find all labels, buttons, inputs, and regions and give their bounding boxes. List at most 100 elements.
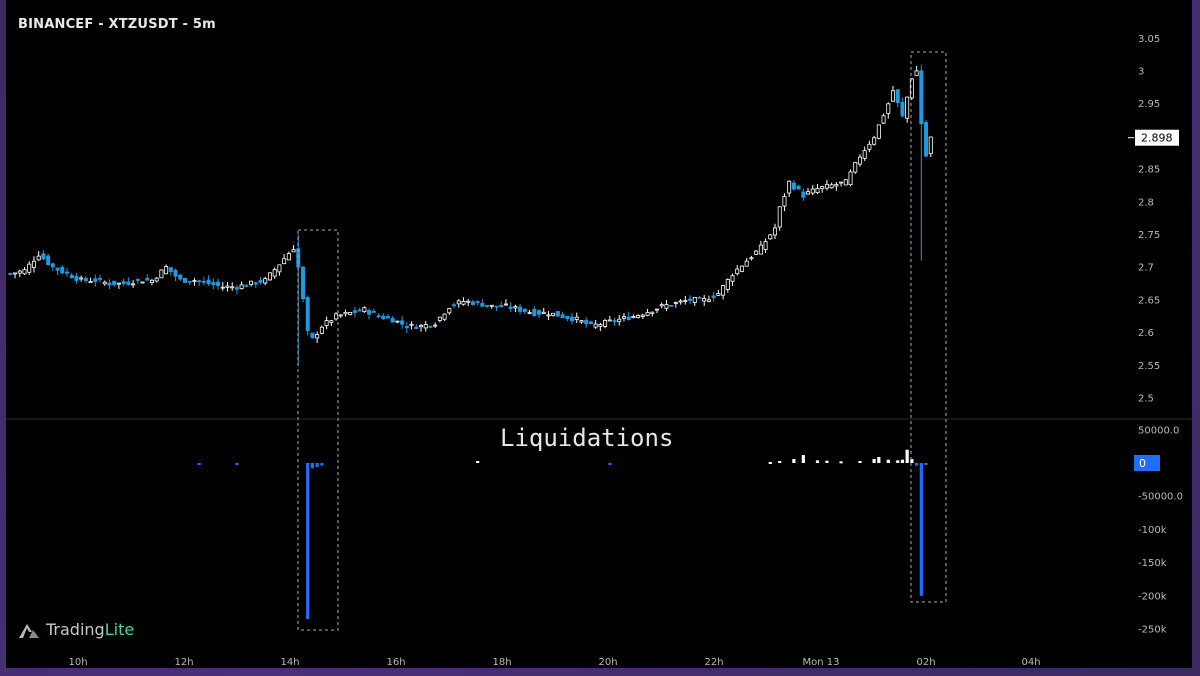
candle-body	[41, 253, 46, 260]
candle-body	[475, 301, 480, 303]
liquidation-bar	[801, 455, 805, 463]
candle-body	[494, 305, 499, 308]
candle-body	[107, 282, 112, 286]
candle-body	[338, 314, 343, 317]
liquidation-bar	[310, 463, 315, 469]
brand-name-part1: Trading	[46, 620, 105, 639]
candle-body	[168, 267, 173, 273]
time-tick-label: 18h	[492, 657, 511, 668]
candle-body	[291, 249, 296, 253]
candle-body	[225, 285, 230, 288]
candle-body	[900, 102, 905, 117]
candle-body	[739, 265, 744, 272]
candle-body	[131, 283, 136, 286]
price-tick-label: 2.85	[1138, 165, 1160, 176]
price-tick-label: 2.55	[1138, 361, 1160, 372]
time-tick-label: 20h	[598, 657, 617, 668]
candle-body	[93, 278, 98, 282]
liquidation-bar	[905, 449, 909, 463]
time-tick-label: 04h	[1021, 657, 1040, 668]
liquidation-bar	[320, 463, 324, 466]
candle-body	[409, 323, 414, 326]
liquidation-bar	[886, 459, 890, 463]
candle-body	[126, 281, 131, 285]
candle-body	[754, 250, 759, 255]
candle-body	[522, 308, 527, 313]
candle-body	[541, 311, 546, 314]
price-tick-label: 2.95	[1138, 99, 1160, 110]
chart-canvas[interactable]: 3.0532.952.92.852.82.752.72.652.62.552.5…	[6, 0, 1192, 668]
candle-body	[673, 302, 678, 304]
liquidation-bar	[792, 459, 796, 463]
liquidation-bar	[915, 463, 919, 466]
candle-body	[621, 316, 626, 319]
last-price-tag	[1135, 129, 1179, 146]
candle-body	[584, 319, 589, 325]
candle-body	[36, 255, 41, 261]
candle-body	[669, 305, 674, 307]
candle-body	[928, 136, 933, 155]
candle-body	[244, 285, 249, 287]
liquidation-bar	[877, 457, 881, 463]
price-tick-label: 2.6	[1138, 328, 1154, 339]
last-price-label: 2.898	[1141, 132, 1173, 145]
brand: Trading Lite	[18, 620, 134, 639]
candle-body	[810, 188, 815, 194]
symbol-title: BINANCEF - XTZUSDT - 5m	[18, 17, 216, 32]
candle-body	[537, 310, 542, 315]
candle-body	[758, 244, 763, 255]
candle-body	[442, 313, 447, 320]
candle-body	[664, 304, 669, 309]
candle-body	[282, 258, 287, 265]
candle-body	[749, 257, 754, 260]
liquidation-bar	[608, 463, 612, 465]
candle-body	[173, 269, 178, 277]
candle-body	[154, 277, 159, 282]
time-tick-label: 12h	[174, 657, 193, 668]
candle-body	[357, 309, 362, 312]
candle-body	[433, 324, 438, 327]
candle-body	[518, 306, 523, 312]
candle-body	[79, 277, 84, 280]
liquidation-bar	[872, 459, 876, 463]
candle-body	[216, 281, 221, 286]
candle-body	[598, 324, 603, 327]
candle-body	[423, 324, 428, 329]
candle-body	[371, 310, 376, 313]
candle-body	[513, 306, 518, 309]
candle-body	[532, 308, 537, 316]
candle-body	[74, 275, 79, 281]
candle-body	[324, 320, 329, 326]
candle-body	[626, 316, 631, 321]
candle-body	[112, 280, 117, 286]
candle-body	[909, 78, 914, 99]
candle-body	[470, 301, 475, 305]
candle-body	[579, 320, 584, 323]
liquidation-bar	[815, 460, 820, 463]
candle-body	[555, 311, 560, 317]
candle-body	[891, 90, 896, 102]
candle-body	[570, 316, 575, 322]
liquidation-bar	[306, 463, 310, 620]
candle-body	[352, 310, 357, 313]
candle-body	[27, 263, 32, 273]
candle-body	[362, 307, 367, 313]
liquidation-bar	[858, 461, 862, 464]
liquidation-tick-label: -100k	[1138, 525, 1167, 536]
candle-body	[485, 304, 490, 307]
liquidation-bar	[839, 461, 843, 464]
candle-body	[796, 185, 801, 190]
candle-body	[721, 285, 726, 296]
candle-body	[867, 143, 872, 150]
chart-frame: 3.0532.952.92.852.82.752.72.652.62.552.5…	[6, 0, 1192, 668]
candle-body	[645, 312, 650, 316]
candle-body	[88, 281, 93, 283]
candle-body	[456, 300, 461, 305]
liquidation-bar	[315, 463, 319, 467]
candle-body	[182, 277, 187, 283]
brand-name-part2: Lite	[104, 620, 135, 639]
candle-body	[83, 278, 88, 282]
candle-body	[367, 310, 372, 315]
candle-body	[499, 304, 504, 308]
candle-body	[574, 316, 579, 320]
